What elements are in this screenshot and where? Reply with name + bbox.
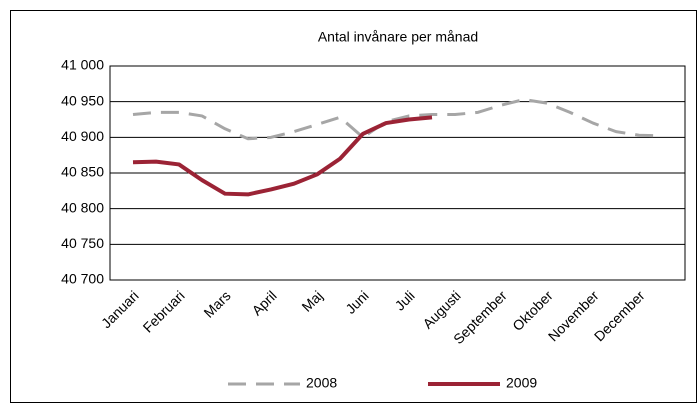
x-tick-label: December: [591, 287, 648, 344]
x-tick-label: Februari: [140, 287, 188, 335]
x-tick-label: Augusti: [419, 287, 463, 331]
y-tick-label: 40 750: [61, 235, 104, 251]
x-tick-label: Juli: [392, 287, 418, 313]
x-tick-label: April: [249, 287, 280, 318]
x-tick-label: Januari: [98, 287, 142, 331]
chart-border: [10, 10, 697, 403]
x-tick-label: Maj: [298, 287, 325, 314]
series-line: [132, 115, 433, 197]
plot-border: [109, 65, 686, 281]
chart-title: Antal invånare per månad: [318, 29, 478, 45]
legend-label: 2009: [506, 375, 537, 391]
series-line: [132, 98, 663, 141]
x-tick-label: Juni: [342, 287, 371, 316]
legend-label: 2008: [306, 375, 337, 391]
y-tick-label: 40 850: [61, 164, 104, 180]
x-tick-label: Oktober: [509, 287, 556, 334]
y-tick-label: 40 900: [61, 128, 104, 144]
y-tick-label: 40 700: [61, 271, 104, 287]
y-tick-label: 40 950: [61, 92, 104, 108]
y-tick-label: 40 800: [61, 199, 104, 215]
y-tick-label: 41 000: [61, 57, 104, 73]
x-tick-label: Mars: [200, 287, 233, 320]
